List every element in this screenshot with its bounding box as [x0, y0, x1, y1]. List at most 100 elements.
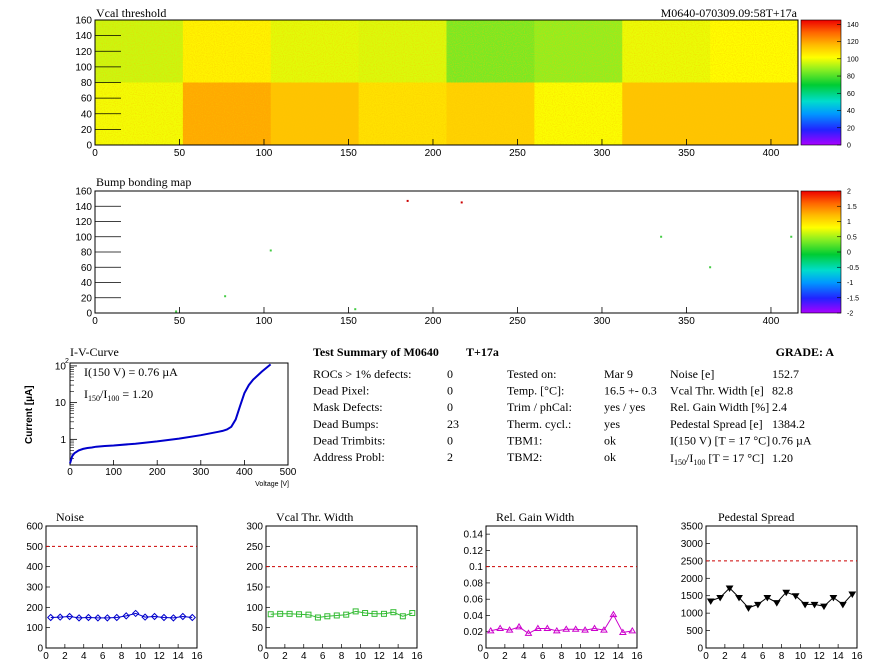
iv-ytick-exponent: 2 — [65, 358, 69, 365]
gain-width-point — [515, 622, 523, 630]
pedestal-title: Pedestal Spread — [718, 510, 794, 524]
gain-width-xtick-label: 10 — [575, 651, 587, 662]
vcal-width-xtick-label: 4 — [301, 651, 307, 662]
bump-frame — [94, 190, 799, 314]
summary-label: Vcal Thr. Width [e] — [670, 384, 764, 398]
vcal-width-xtick-label: 6 — [320, 651, 326, 662]
dead-bump-point — [354, 308, 357, 311]
gain-width-xtick-label: 14 — [613, 651, 625, 662]
vcal-width-point — [277, 610, 284, 617]
pedestal-xtick-label: 16 — [851, 651, 863, 662]
vcal-width-ytick-label: 150 — [246, 583, 263, 594]
bump-ytick-label: 160 — [75, 187, 92, 198]
bump-ytick-label: 20 — [81, 293, 93, 304]
vcal-frame — [94, 19, 799, 146]
summary-temp: T+17a — [466, 345, 499, 359]
summary-label: TBM2: — [507, 450, 542, 464]
bump-bonding-color-scale: -2 -1.5 -1 -0.5 0 0.5 1 1.5 2 — [800, 189, 859, 318]
vcal-width-ytick-label: 100 — [246, 603, 263, 614]
color-scale-label: 140 — [847, 22, 859, 29]
vcal-width-xtick-label: 14 — [393, 651, 405, 662]
summary-label: Dead Trimbits: — [313, 433, 385, 447]
noise-xtick-label: 0 — [43, 651, 49, 662]
vcal-width-xtick-label: 16 — [411, 651, 423, 662]
color-scale-label: 120 — [847, 39, 859, 46]
summary-label: Pedestal Spread [e] — [670, 417, 763, 431]
pedestal-ytick-label: 3500 — [681, 522, 704, 533]
summary-value: 23 — [447, 417, 459, 431]
vcal-xtick-label: 350 — [678, 148, 695, 159]
dead-bump-point — [790, 235, 793, 238]
gain-width-ytick-label: 0.02 — [464, 627, 484, 638]
summary-label: Temp. [°C]: — [507, 384, 564, 398]
summary-label: I(150 V) [T = 17 °C] — [670, 433, 770, 447]
gain-width-ytick-label: 0.12 — [464, 546, 484, 557]
noise-point — [179, 612, 187, 621]
summary-value: 2.4 — [772, 400, 787, 414]
pedestal-point — [810, 601, 819, 609]
noise-point — [122, 612, 130, 620]
bump-xtick-label: 50 — [174, 316, 186, 327]
gain-width-xtick-label: 4 — [521, 651, 527, 662]
color-scale-label: -2 — [847, 311, 853, 318]
summary-value: 0 — [447, 433, 453, 447]
vcal-width-point — [352, 608, 359, 615]
noise-point — [75, 614, 83, 622]
color-scale-label: 1.5 — [847, 204, 857, 211]
vcal-width-title: Vcal Thr. Width — [276, 510, 353, 524]
vcal-width-point — [314, 614, 321, 621]
pedestal-point — [763, 594, 772, 602]
summary-value: 152.7 — [772, 367, 799, 381]
pedestal-xtick-label: 10 — [795, 651, 807, 662]
vcal-ytick-label: 160 — [75, 16, 92, 27]
bump-ytick-label: 60 — [81, 263, 93, 274]
vcal-ytick-label: 100 — [75, 62, 92, 73]
pedestal-xtick-label: 2 — [722, 651, 728, 662]
vcal-xtick-label: 300 — [594, 148, 611, 159]
pedestal-xtick-label: 12 — [814, 651, 826, 662]
vcal-ytick-label: 20 — [81, 125, 93, 136]
pedestal-xtick-label: 8 — [779, 651, 785, 662]
summary-value: 0 — [447, 367, 453, 381]
color-scale-label: -1 — [847, 280, 853, 287]
noise-xtick-label: 10 — [135, 651, 147, 662]
noise-point — [103, 614, 112, 622]
iv-ytick-label: 10 — [55, 361, 67, 372]
vcal-width-point — [362, 610, 369, 617]
noise-xtick-label: 4 — [81, 651, 87, 662]
vcal-width-ytick-label: 200 — [246, 562, 263, 573]
summary-label: Address Probl: — [313, 450, 385, 464]
noise-point — [65, 612, 74, 621]
noise-point — [94, 614, 102, 622]
gain-width-point — [496, 624, 505, 631]
summary-value: 2 — [447, 450, 453, 464]
gain-width-point — [609, 610, 618, 618]
pedestal-xtick-label: 6 — [760, 651, 766, 662]
bump-bonding-heatmap: 0 50 100 150 200 250 300 350 400 0 20 40 60 80 100 120 1… — [75, 187, 799, 327]
bump-ytick-label: 120 — [75, 217, 92, 228]
gain-width-point — [562, 625, 571, 632]
noise-ytick-label: 400 — [26, 562, 43, 573]
vcal-width-point — [324, 613, 331, 620]
noise-ytick-label: 600 — [26, 522, 43, 533]
vcal-ytick-label: 120 — [75, 47, 92, 58]
iv-xlabel: Voltage [V] — [255, 481, 289, 488]
color-scale-bar — [801, 20, 841, 145]
noise-ytick-label: 100 — [26, 623, 43, 634]
gain-width-point — [505, 626, 514, 633]
vcal-ytick-label: 0 — [86, 141, 92, 152]
gain-width-xtick-label: 2 — [502, 651, 508, 662]
vcal-width-point — [390, 609, 397, 616]
vcal-xtick-label: 100 — [256, 148, 273, 159]
noise-ytick-label: 200 — [26, 603, 43, 614]
pedestal-point — [772, 600, 781, 607]
vcal-xtick-label: 200 — [425, 148, 442, 159]
summary-value: 0 — [447, 384, 453, 398]
summary-table: ROCs > 1% defects: 0 Dead Pixel: 0 Mask Defe… — [313, 367, 812, 464]
vcal-xtick-label: 250 — [509, 148, 526, 159]
bump-xtick-label: 0 — [92, 316, 98, 327]
pedestal-plot: Pedestal Spread 0 2 4 6 8 10 12 14 16 0 500 1000 1500… — [681, 510, 863, 662]
summary-value: 0 — [447, 400, 453, 414]
